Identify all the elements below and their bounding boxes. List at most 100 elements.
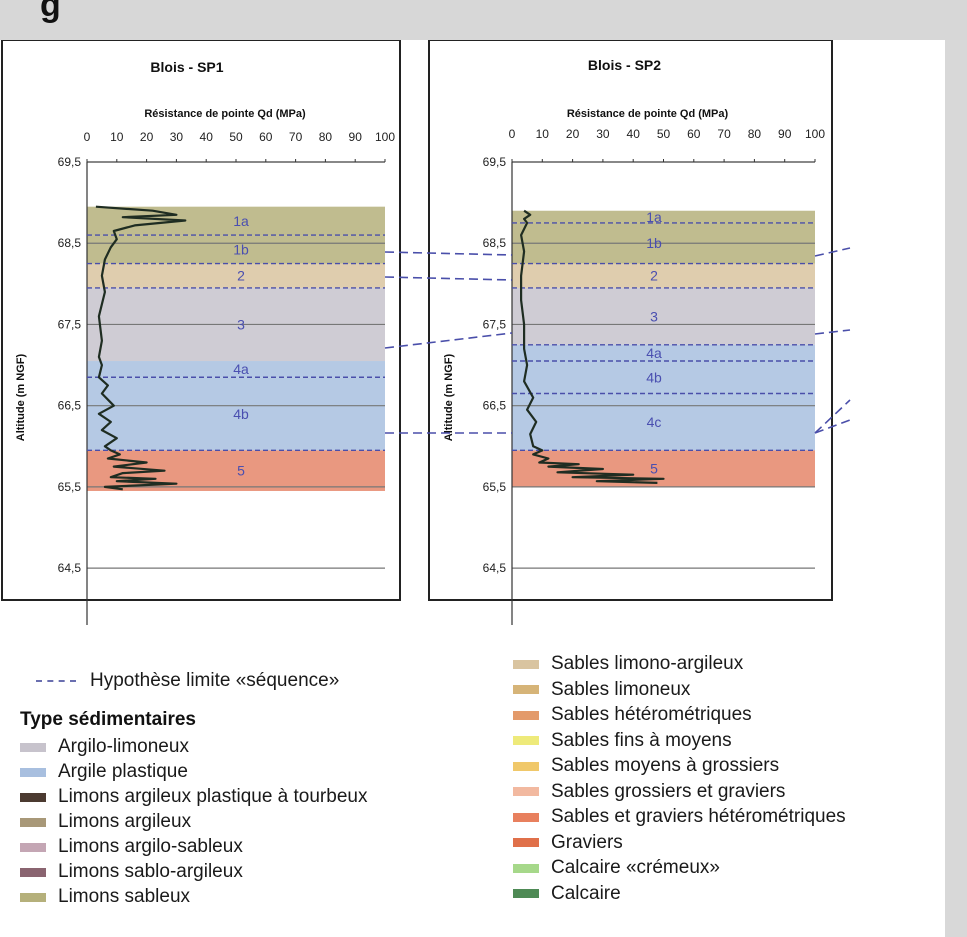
x-tick-label: 90 <box>778 127 792 141</box>
legend-swatch <box>513 787 539 796</box>
x-tick-label: 20 <box>566 127 580 141</box>
correlation-line <box>384 276 513 281</box>
layer-label: 1a <box>233 213 249 229</box>
legend-label: Limons argilo-sableux <box>58 836 243 857</box>
layer-label: 1b <box>233 241 249 257</box>
chart-panel-2: 69,5 68,5 67,5 66,5 65,5 64,5 0 10 20 30 40 50 60 70 8… <box>428 40 833 625</box>
legend-swatch <box>513 812 539 822</box>
chart-title: Blois - SP1 <box>150 59 223 75</box>
y-tick-label: 68,5 <box>58 236 82 250</box>
legend-item: Sables hétérométriques <box>513 704 752 726</box>
legend-label: Limons sableux <box>58 886 191 907</box>
legend-swatch <box>20 817 46 827</box>
layer-band <box>512 210 815 223</box>
legend-swatch <box>20 742 46 752</box>
legend-label: Limons sablo-argileux <box>58 861 243 882</box>
cpt-charts: 69,568,567,566,565,564,50 10 20 30 40 50 60 70 8… <box>1 40 851 625</box>
y-tick-label: 67,5 <box>58 317 82 331</box>
correlation-lines <box>384 247 851 434</box>
y-tick-label: 69,5 <box>58 155 82 169</box>
layer-label: 4c <box>647 414 662 430</box>
qd-series-line <box>95 205 187 491</box>
legend-item: Sables grossiers et graviers <box>513 781 785 803</box>
legend-label: Argilo-limoneux <box>58 736 189 757</box>
y-tick-label: 65,5 <box>58 480 82 494</box>
legend-item: Limons argilo-sableux <box>20 836 243 858</box>
y-tick-label: 64,5 <box>58 561 82 575</box>
x-tick-label: 50 <box>657 127 671 141</box>
legend-swatch <box>513 761 539 771</box>
legend-item: Calcaire <box>513 883 621 905</box>
legend-label: Sables et graviers hétérométriques <box>551 806 846 827</box>
correlation-line <box>384 251 513 256</box>
legend-item: Argile plastique <box>20 761 188 783</box>
correlation-line <box>814 247 851 257</box>
legend-label: Sables moyens à grossiers <box>551 755 780 776</box>
legend-label: Sables fins à moyens <box>551 729 732 751</box>
legend-swatch <box>513 736 539 745</box>
chart-title: Blois - SP2 <box>588 57 661 73</box>
header-title: g <box>40 0 61 24</box>
x-tick-label: 70 <box>289 130 303 144</box>
legend-label: Calcaire «crémeux» <box>551 857 720 878</box>
correlation-line <box>814 329 851 335</box>
chart-panel-1: 69,5 68,5 67,5 66,5 65,5 64,5 0 10 20 30 40 50 60 70 8… <box>1 40 401 625</box>
x-tick-label: 100 <box>375 130 395 144</box>
legend-swatch <box>513 710 539 720</box>
y-tick-label: 67,5 <box>483 317 507 331</box>
legend-swatch <box>20 767 46 777</box>
layer-band <box>87 263 385 288</box>
legend-item: Limons argileux plastique à tourbeux <box>20 786 367 808</box>
y-tick-label: 66,5 <box>483 399 507 413</box>
legend-label: Limons argileux <box>58 811 192 832</box>
legend-item: Sables moyens à grossiers <box>513 755 779 777</box>
legend-item: Limons argileux <box>20 811 191 833</box>
layer-band <box>87 235 385 264</box>
y-tick-label: 65,5 <box>483 480 507 494</box>
layer-band <box>512 263 815 288</box>
legend-label: Argile plastique <box>58 761 188 782</box>
legend: Hypothèse limite «séquence» Type sédimen… <box>0 640 945 937</box>
qd-series-line <box>519 209 665 484</box>
legend-item: Sables et graviers hétérométriques <box>513 806 846 828</box>
legend-swatch <box>513 838 539 847</box>
layer-label: 1a <box>646 209 662 225</box>
legend-swatch <box>20 842 46 852</box>
x-tick-label: 70 <box>717 127 731 141</box>
legend-label: Sables grossiers et graviers <box>551 780 786 802</box>
layer-band <box>512 450 815 487</box>
legend-item: Calcaire «crémeux» <box>513 857 720 879</box>
y-axis-label: Altitude (m NGF) <box>15 354 27 442</box>
x-tick-label: 10 <box>536 127 550 141</box>
dash-line-icon <box>36 680 76 682</box>
layer-band <box>512 287 815 345</box>
x-tick-label: 30 <box>596 127 610 141</box>
x-tick-label: 40 <box>200 130 214 144</box>
x-tick-label: 100 <box>805 127 825 141</box>
legend-sequence-label: Hypothèse limite «séquence» <box>90 670 340 691</box>
header-bar: g <box>0 0 967 40</box>
x-axis-label: Résistance de pointe Qd (MPa) <box>144 108 306 120</box>
layer-band <box>87 361 385 378</box>
legend-item: Sables fins à moyens <box>513 730 732 752</box>
layer-label: 5 <box>237 463 245 479</box>
legend-label: Sables hétérométriques <box>551 704 752 725</box>
layer-band <box>87 377 385 451</box>
y-tick-label: 68,5 <box>483 236 507 250</box>
x-tick-label: 0 <box>84 130 91 144</box>
layer-label: 5 <box>650 461 658 477</box>
legend-label: Sables limoneux <box>551 678 691 700</box>
layer-label: 4a <box>646 345 662 361</box>
layer-label: 4b <box>646 369 662 385</box>
legend-swatch <box>20 892 46 902</box>
legend-label: Graviers <box>551 831 623 853</box>
correlation-line <box>814 419 851 434</box>
layer-label: 1b <box>646 235 662 251</box>
correlation-line <box>384 332 513 349</box>
legend-item: Sables limoneux <box>513 679 690 701</box>
legend-swatch <box>513 659 539 669</box>
y-tick-label: 69,5 <box>483 155 507 169</box>
layer-band <box>512 344 815 362</box>
y-tick-label: 66,5 <box>58 399 82 413</box>
